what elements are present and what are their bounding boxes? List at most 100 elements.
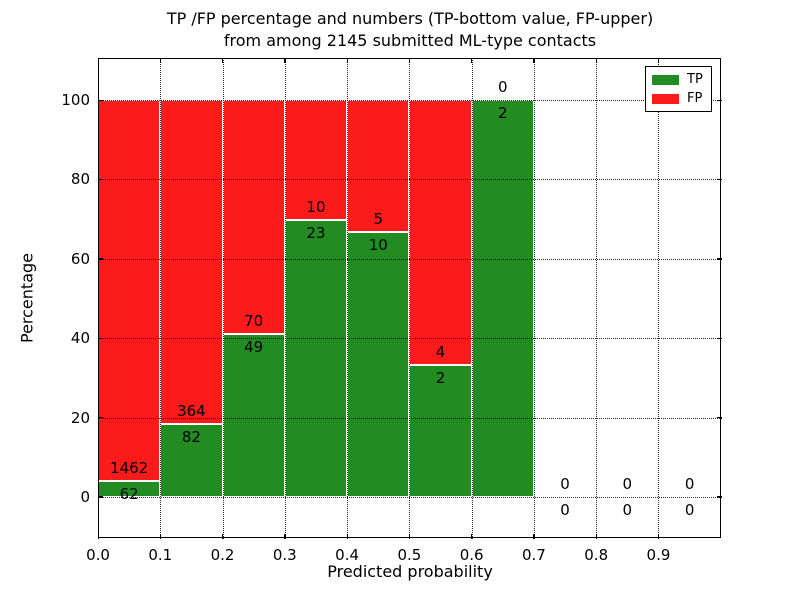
gridline-x <box>409 58 411 539</box>
fp-count-label: 10 <box>306 198 326 217</box>
chart-title: TP /FP percentage and numbers (TP-bottom… <box>98 8 722 52</box>
x-tick-mark-top <box>222 58 224 63</box>
x-tick-label: 0.3 <box>272 546 297 564</box>
gridline-x <box>284 58 286 539</box>
fp-count-label: 364 <box>177 401 206 420</box>
y-tick-label: 60 <box>70 249 90 268</box>
y-tick-mark-right <box>717 496 722 498</box>
x-tick-mark <box>533 534 535 539</box>
fp-count-label: 0 <box>684 474 695 493</box>
fp-count-label: 5 <box>373 210 383 229</box>
gridline-x <box>160 58 162 539</box>
y-axis-label: Percentage <box>17 252 37 344</box>
fp-count-label: 0 <box>498 78 508 97</box>
tp-count-label: 82 <box>181 427 201 446</box>
x-tick-label: 0.7 <box>521 546 546 564</box>
y-tick-mark-right <box>717 99 722 101</box>
x-tick-label: 0.4 <box>335 546 360 564</box>
x-tick-mark-top <box>657 58 660 63</box>
tp-count-label: 2 <box>435 368 446 387</box>
fp-count-label: 0 <box>622 474 633 493</box>
y-tick-mark <box>98 337 103 339</box>
x-tick-mark <box>346 534 348 539</box>
tp-count-label: 23 <box>306 224 326 243</box>
x-tick-label: 0.9 <box>646 546 671 564</box>
x-tick-label: 0.1 <box>148 546 173 564</box>
tp-color-swatch <box>652 74 679 85</box>
tp-count-label: 0 <box>684 500 695 519</box>
tp-count-label: 0 <box>622 500 633 519</box>
tp-count-label: 0 <box>560 500 570 519</box>
bar-segment-tp <box>347 232 410 497</box>
x-tick-mark-top <box>97 58 99 63</box>
x-tick-label: 0.5 <box>397 546 422 564</box>
y-tick-mark <box>98 99 103 101</box>
bar-segment-fp <box>284 100 348 221</box>
x-tick-mark <box>595 534 597 539</box>
y-tick-label: 100 <box>61 91 90 110</box>
x-tick-mark-top <box>408 58 411 63</box>
x-tick-mark <box>222 534 224 539</box>
tp-count-label: 62 <box>119 484 139 503</box>
x-axis-label: Predicted probability <box>327 562 493 581</box>
gridline-x <box>222 58 224 539</box>
legend-row-fp: FP <box>652 90 705 106</box>
tp-count-label: 2 <box>498 104 508 123</box>
bar-segment-tp <box>409 364 472 497</box>
x-tick-mark <box>471 534 473 539</box>
y-tick-label: 0 <box>80 487 90 506</box>
bar-segment-tp <box>222 333 285 497</box>
legend: TP FP <box>645 66 712 112</box>
fp-count-label: 0 <box>560 474 570 493</box>
y-tick-mark <box>98 178 103 181</box>
y-tick-mark <box>98 417 103 419</box>
y-tick-mark-right <box>717 417 722 419</box>
x-tick-mark-top <box>346 58 348 63</box>
x-tick-label: 0.8 <box>584 546 609 564</box>
gridline-x <box>347 58 349 539</box>
y-tick-label: 40 <box>70 329 90 348</box>
x-tick-label: 0.6 <box>459 546 484 564</box>
y-tick-mark-right <box>717 178 722 181</box>
fp-color-swatch <box>652 93 679 104</box>
x-tick-mark <box>284 534 286 539</box>
x-tick-label: 0.2 <box>210 546 235 564</box>
y-tick-mark-right <box>717 337 722 339</box>
x-tick-mark <box>159 534 161 539</box>
bar-segment-fp <box>222 100 285 334</box>
y-tick-mark <box>98 496 103 498</box>
y-tick-mark <box>98 258 103 260</box>
x-tick-label: 0.0 <box>86 546 110 564</box>
y-tick-mark-right <box>717 258 722 260</box>
bar-segment-tp <box>471 100 534 497</box>
bar-segment-tp <box>284 220 348 497</box>
x-tick-mark-top <box>159 58 161 63</box>
fp-count-label: 1462 <box>110 458 149 477</box>
legend-row-tp: TP <box>652 71 705 87</box>
chart-title-line-2: from among 2145 submitted ML-type contac… <box>223 31 597 50</box>
x-tick-mark <box>97 534 99 539</box>
gridline-x <box>658 58 660 539</box>
fp-count-label: 70 <box>244 311 264 330</box>
gridline-x <box>596 58 598 539</box>
bar-segment-fp <box>160 100 223 424</box>
bar-segment-tp <box>160 423 223 497</box>
tp-count-label: 10 <box>368 236 388 255</box>
gridline-x <box>533 58 535 539</box>
legend-label-fp: FP <box>687 90 703 106</box>
fp-count-label: 4 <box>435 342 446 361</box>
bar-segment-fp <box>98 100 161 481</box>
chart-title-line-1: TP /FP percentage and numbers (TP-bottom… <box>166 9 654 28</box>
y-tick-label: 20 <box>70 408 90 427</box>
x-tick-mark <box>657 534 660 539</box>
x-tick-mark-top <box>595 58 597 63</box>
x-tick-mark <box>408 534 411 539</box>
legend-label-tp: TP <box>687 71 703 87</box>
x-tick-mark-top <box>284 58 286 63</box>
tp-count-label: 49 <box>244 337 264 356</box>
y-tick-label: 80 <box>70 170 90 189</box>
gridline-x <box>471 58 473 539</box>
x-tick-mark-top <box>533 58 535 63</box>
bar-segment-fp <box>409 100 472 365</box>
